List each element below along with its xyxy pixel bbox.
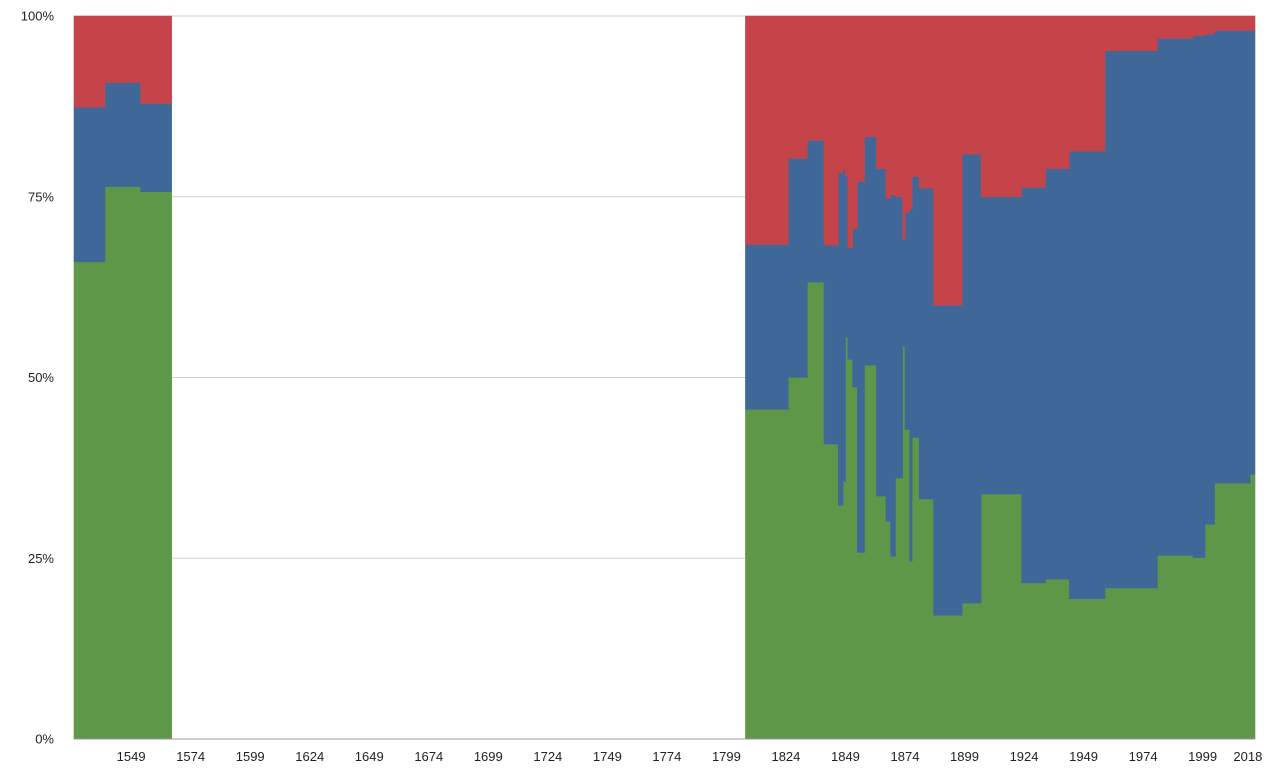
- x-axis-tick-labels: 1549 1574 1599 1624 1649 1674 1699 1724 1749 1774…: [117, 749, 1263, 764]
- x-tick-label: 1599: [236, 749, 265, 764]
- x-tick-label: 2018: [1233, 749, 1262, 764]
- y-axis-tick-labels: 0% 25% 50% 75% 100%: [21, 9, 55, 747]
- x-tick-label: 1874: [891, 749, 920, 764]
- x-tick-label: 1549: [117, 749, 146, 764]
- area-segment-1-series-1: [73, 186, 172, 740]
- x-tick-label: 1749: [593, 749, 622, 764]
- x-tick-label: 1624: [295, 749, 324, 764]
- x-tick-label: 1724: [533, 749, 562, 764]
- y-tick-label: 0%: [35, 732, 54, 747]
- x-tick-label: 1774: [652, 749, 681, 764]
- x-tick-label: 1799: [712, 749, 741, 764]
- x-tick-label: 1999: [1188, 749, 1217, 764]
- x-tick-label: 1949: [1069, 749, 1098, 764]
- y-tick-label: 25%: [28, 551, 54, 566]
- x-tick-label: 1699: [474, 749, 503, 764]
- x-tick-label: 1849: [831, 749, 860, 764]
- x-tick-label: 1899: [950, 749, 979, 764]
- x-tick-label: 1674: [414, 749, 443, 764]
- x-tick-label: 1824: [771, 749, 800, 764]
- data-areas: [73, 15, 1256, 740]
- area-segment-1-series-3: [73, 15, 172, 108]
- y-tick-label: 100%: [21, 9, 55, 24]
- y-tick-label: 50%: [28, 370, 54, 385]
- x-tick-label: 1649: [355, 749, 384, 764]
- y-tick-label: 75%: [28, 189, 54, 204]
- x-tick-label: 1924: [1010, 749, 1039, 764]
- area-segment-2-series-3: [745, 15, 1256, 306]
- x-tick-label: 1574: [176, 749, 205, 764]
- x-tick-label: 1974: [1129, 749, 1158, 764]
